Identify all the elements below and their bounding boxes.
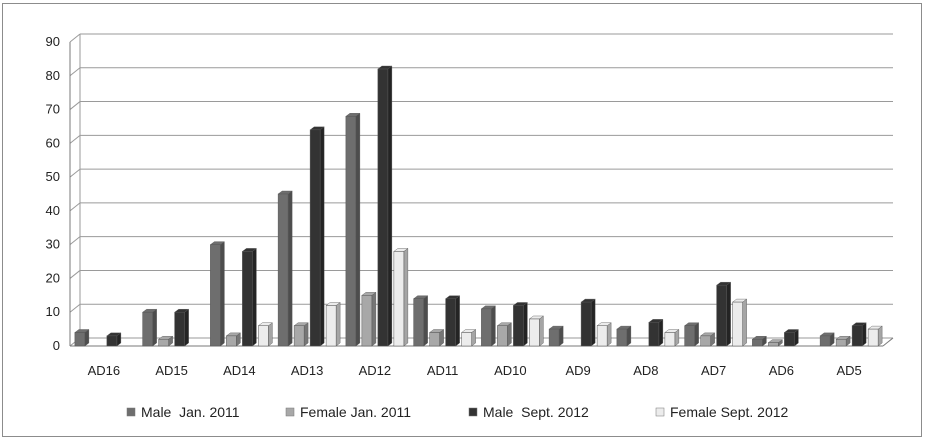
gridlines — [69, 33, 893, 347]
x-tick-label: AD16 — [88, 363, 121, 378]
bar — [257, 322, 273, 347]
legend-label: Male Sept. 2012 — [483, 404, 589, 420]
bar — [74, 329, 90, 347]
x-tick-label: AD14 — [223, 363, 256, 378]
gridline-diag — [69, 168, 81, 178]
bar — [106, 332, 122, 347]
bar — [241, 248, 257, 347]
bar — [413, 295, 429, 347]
legend-swatch — [126, 407, 136, 417]
legend-label: Female Sept. 2012 — [670, 404, 789, 420]
bar — [225, 332, 241, 347]
bar — [783, 329, 799, 347]
y-tick-label: 80 — [46, 68, 60, 83]
bar — [277, 190, 293, 347]
bar — [664, 329, 680, 347]
x-tick-label: AD7 — [701, 363, 726, 378]
bar — [325, 302, 341, 347]
bar — [174, 308, 190, 347]
legend-swatch — [468, 407, 478, 417]
x-tick-label: AD11 — [427, 363, 459, 378]
y-tick-label: 30 — [46, 237, 60, 252]
bar — [767, 339, 783, 347]
gridline-diag — [69, 236, 81, 246]
y-tick-label: 60 — [46, 135, 60, 150]
bar — [393, 248, 409, 347]
x-tick-label: AD6 — [769, 363, 794, 378]
bar — [345, 112, 361, 347]
x-tick-label: AD9 — [565, 363, 590, 378]
bar — [361, 291, 377, 347]
legend-entry: Female Jan. 2011 — [285, 404, 411, 420]
bar — [751, 335, 767, 347]
bar — [377, 65, 393, 347]
bar — [548, 325, 564, 347]
bar — [851, 322, 867, 347]
bar-chart: 0 10 20 30 40 50 60 70 80 90 AD16 AD15 AD14 AD13 AD12 A… — [46, 33, 894, 420]
bar — [616, 325, 632, 347]
y-tick-label: 40 — [46, 203, 60, 218]
floor-edge — [882, 337, 894, 347]
x-tick-label: AD8 — [633, 363, 658, 378]
gridline-diag — [69, 101, 81, 110]
bar — [684, 322, 700, 347]
bar — [445, 295, 461, 347]
bar — [293, 322, 309, 347]
bar — [209, 241, 225, 347]
legend-swatch — [285, 407, 295, 417]
bar — [867, 325, 883, 347]
legend: Male Jan. 2011 Female Jan. 2011 Male Sept.… — [126, 404, 789, 420]
legend-label: Female Jan. 2011 — [300, 404, 411, 420]
bars — [74, 65, 883, 347]
bar — [461, 329, 477, 347]
legend-entry: Male Sept. 2012 — [468, 404, 589, 420]
y-tick-label: 10 — [46, 304, 60, 319]
x-tick-label: AD15 — [155, 363, 188, 378]
axes — [69, 34, 894, 347]
bar — [819, 332, 835, 347]
gridline-diag — [69, 33, 81, 43]
legend-label: Male Jan. 2011 — [141, 404, 240, 420]
y-tick-label: 70 — [46, 102, 60, 117]
gridline-diag — [69, 202, 81, 212]
y-tick-label: 0 — [53, 338, 60, 353]
gridline-diag — [69, 270, 81, 279]
y-tick-label: 20 — [46, 270, 60, 285]
y-tick-label: 50 — [46, 169, 60, 184]
bar — [732, 298, 748, 347]
y-tick-label: 90 — [46, 34, 60, 49]
x-tick-label: AD10 — [494, 363, 527, 378]
bar — [716, 281, 732, 347]
legend-entry: Male Jan. 2011 — [126, 404, 240, 420]
bar — [480, 305, 496, 347]
bar — [496, 322, 512, 347]
gridline-diag — [69, 303, 81, 313]
legend-swatch — [655, 407, 665, 417]
bar — [596, 322, 612, 347]
bar — [835, 335, 851, 347]
gridline-diag — [69, 67, 81, 77]
chart-frame: 0 10 20 30 40 50 60 70 80 90 AD16 AD15 AD14 AD13 AD12 A… — [2, 3, 922, 437]
gridline-diag — [69, 134, 81, 144]
x-tick-label: AD13 — [291, 363, 324, 378]
bar — [429, 329, 445, 347]
bar — [309, 126, 325, 347]
x-tick-label: AD12 — [359, 363, 392, 378]
bar — [158, 335, 174, 347]
bar — [512, 302, 528, 347]
tick-labels: 0 10 20 30 40 50 60 70 80 90 AD16 AD15 AD14 AD13 AD12 A… — [46, 34, 862, 378]
bar — [580, 298, 596, 347]
bar — [142, 308, 158, 347]
bar — [700, 332, 716, 347]
bar — [528, 315, 544, 347]
legend-entry: Female Sept. 2012 — [655, 404, 789, 420]
bar — [648, 318, 664, 347]
x-tick-label: AD5 — [836, 363, 861, 378]
